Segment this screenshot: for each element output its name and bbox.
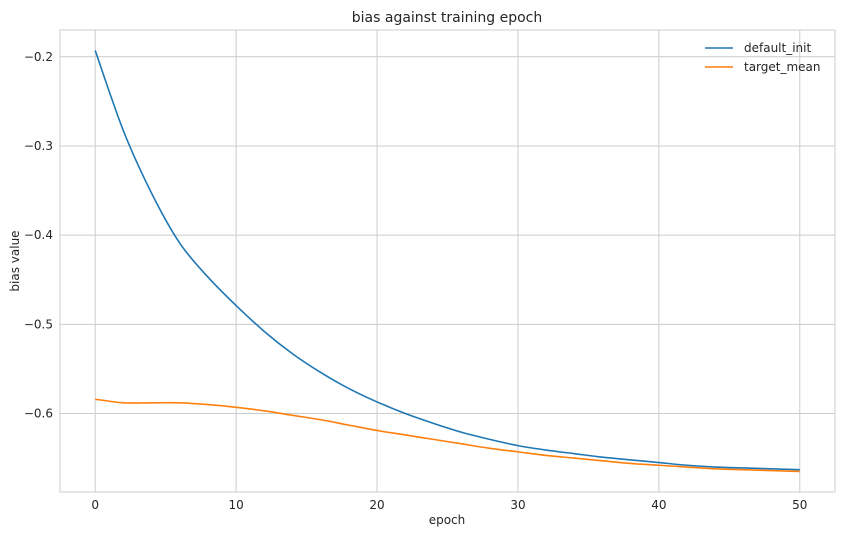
x-tick-label: 10 <box>228 498 243 512</box>
plot-frame <box>59 29 836 493</box>
series-line-target_mean <box>95 398 800 473</box>
x-tick-label: 20 <box>369 498 384 512</box>
y-tick-label: −0.6 <box>24 407 53 421</box>
x-tick-labels: 0 10 20 30 40 50 <box>91 498 807 512</box>
y-tick-label: −0.2 <box>24 50 53 64</box>
series-line-default_init <box>94 50 800 471</box>
legend-label: default_init <box>744 41 811 55</box>
y-axis-label: bias value <box>8 230 22 291</box>
x-tick-label: 30 <box>510 498 525 512</box>
legend-label: target_mean <box>744 60 821 74</box>
legend: default_init target_mean <box>705 41 821 74</box>
y-tick-labels: −0.2 −0.3 −0.4 −0.5 −0.6 <box>24 50 53 421</box>
x-tick-label: 0 <box>91 498 99 512</box>
x-tick-label: 40 <box>651 498 666 512</box>
chart-title: bias against training epoch <box>352 10 542 26</box>
y-tick-label: −0.3 <box>24 139 53 153</box>
plot-area <box>60 30 835 492</box>
y-tick-label: −0.4 <box>24 228 53 242</box>
series-layer <box>94 50 800 473</box>
y-tick-label: −0.5 <box>24 317 53 331</box>
x-tick-label: 50 <box>792 498 807 512</box>
grid <box>60 30 835 492</box>
x-axis-label: epoch <box>429 513 466 527</box>
